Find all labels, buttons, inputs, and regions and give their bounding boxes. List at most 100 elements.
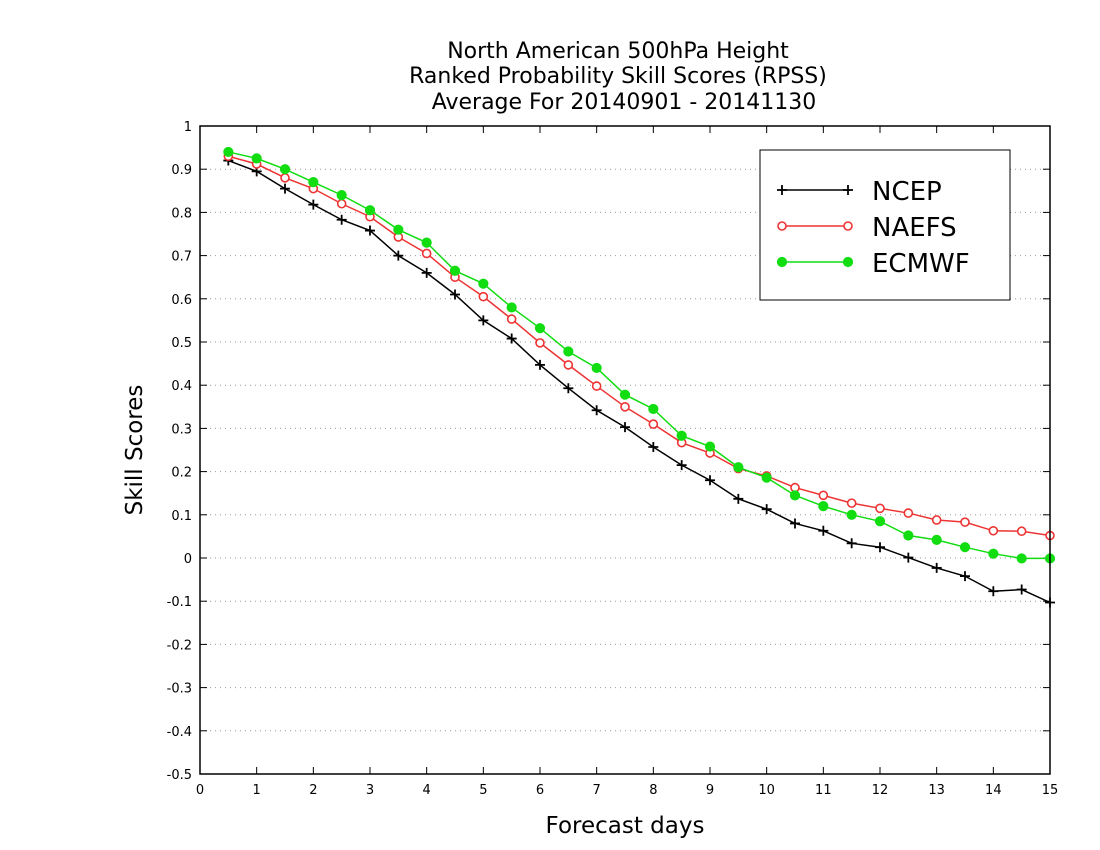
legend-marker-right-ecmwf (842, 256, 854, 268)
y-tick-label-4: -0.1 (167, 595, 192, 610)
x-tick-label-12: 12 (872, 783, 889, 798)
x-tick-label-5: 5 (479, 783, 487, 798)
point-ecmwf-10 (506, 302, 517, 313)
y-tick-label-11: 0.6 (171, 293, 192, 308)
y-tick-label-3: -0.2 (167, 638, 192, 653)
y-tick-label-1: -0.4 (167, 725, 192, 740)
point-ncep-19 (761, 504, 772, 515)
legend-label-naefs: NAEFS (872, 213, 957, 243)
series-line-ncep (228, 159, 1051, 604)
point-ecmwf-20 (789, 490, 801, 501)
point-ncep-28 (1016, 584, 1027, 595)
legend-label-ncep: NCEP (872, 177, 942, 207)
point-ncep-17 (705, 475, 715, 486)
legend-marker-left-naefs (777, 221, 787, 231)
point-ecmwf-5 (364, 205, 376, 216)
point-ecmwf-4 (336, 190, 347, 201)
x-tick-label-3: 3 (366, 783, 374, 798)
point-ecmwf-1 (251, 153, 262, 164)
point-ecmwf-14 (619, 389, 631, 400)
point-naefs-13 (591, 381, 602, 391)
y-tick-label-9: 0.4 (171, 379, 192, 394)
point-naefs-22 (846, 498, 857, 508)
y-tick-label-12: 0.7 (171, 250, 192, 265)
point-ncep-8 (450, 289, 460, 300)
x-tick-label-13: 13 (928, 783, 945, 798)
point-ncep-2 (280, 183, 290, 194)
chart-title-line-3: Average For 20140901 - 20141130 (432, 90, 817, 115)
point-ncep-10 (506, 333, 517, 344)
point-naefs-28 (1016, 526, 1027, 537)
point-ecmwf-19 (761, 472, 772, 483)
point-ecmwf-28 (1016, 553, 1027, 564)
point-ecmwf-3 (308, 177, 319, 188)
legend-marker-right-naefs (843, 221, 853, 231)
x-tick-label-1: 1 (253, 783, 261, 798)
data-series (223, 146, 1056, 608)
point-ecmwf-9 (478, 278, 489, 289)
point-naefs-14 (620, 401, 630, 412)
point-naefs-15 (648, 419, 659, 429)
point-naefs-23 (875, 503, 885, 514)
point-ecmwf-12 (563, 346, 574, 357)
x-tick-label-9: 9 (706, 783, 714, 798)
point-ecmwf-26 (959, 542, 971, 553)
point-ecmwf-16 (676, 430, 687, 441)
point-ecmwf-0 (223, 146, 234, 158)
point-ncep-26 (960, 571, 970, 582)
point-ncep-16 (676, 460, 687, 471)
y-tick-label-2: -0.3 (167, 682, 192, 697)
y-tick-label-13: 0.8 (171, 206, 192, 221)
point-ncep-13 (591, 405, 602, 416)
legend: NCEP NAEFS ECMWF (759, 149, 1011, 301)
point-ecmwf-25 (931, 534, 942, 545)
point-ncep-9 (478, 315, 489, 326)
y-tick-label-15: 1 (184, 120, 192, 135)
point-ecmwf-24 (903, 530, 914, 541)
y-tick-label-7: 0.2 (171, 466, 192, 481)
axis-ticks: -0.5 -0.4 -0.3 -0.2 -0.1 0 0.1 0.2 0.3 0.4 0.5 0.6 0… (167, 120, 1059, 798)
point-ecmwf-23 (874, 516, 886, 527)
legend-marker-right-ncep (843, 185, 853, 195)
point-ncep-5 (365, 225, 375, 236)
y-tick-label-6: 0.1 (171, 509, 192, 524)
point-ecmwf-2 (279, 164, 291, 175)
point-ncep-24 (903, 552, 914, 563)
point-naefs-24 (903, 508, 914, 518)
point-ncep-12 (563, 383, 574, 394)
x-tick-label-7: 7 (593, 783, 601, 798)
x-tick-label-8: 8 (649, 783, 657, 798)
point-naefs-21 (818, 490, 829, 501)
x-tick-label-14: 14 (985, 783, 1002, 798)
plot-frame (199, 125, 1051, 775)
point-naefs-10 (506, 314, 517, 324)
point-naefs-11 (535, 338, 545, 348)
x-tick-label-10: 10 (758, 783, 775, 798)
point-ncep-27 (988, 586, 999, 597)
point-naefs-27 (988, 525, 999, 536)
legend-box (759, 149, 1011, 301)
point-ecmwf-8 (449, 265, 461, 276)
point-ncep-11 (535, 359, 545, 370)
point-ecmwf-11 (534, 323, 546, 334)
point-ncep-15 (648, 441, 659, 452)
point-ncep-22 (846, 538, 857, 549)
x-tick-label-4: 4 (423, 783, 431, 798)
point-naefs-26 (960, 517, 970, 527)
point-ncep-18 (733, 493, 744, 504)
y-axis-label: Skill Scores (122, 385, 148, 516)
legend-marker-left-ecmwf (776, 256, 788, 268)
point-ncep-4 (336, 214, 347, 225)
y-tick-label-10: 0.5 (171, 336, 192, 351)
point-ecmwf-13 (591, 362, 602, 374)
point-ncep-21 (818, 525, 829, 536)
y-tick-label-8: 0.3 (171, 422, 192, 437)
point-naefs-7 (421, 248, 432, 259)
chart-title-line-2: Ranked Probability Skill Scores (RPSS) (409, 64, 827, 89)
point-ecmwf-15 (648, 403, 659, 415)
legend-items: NCEP NAEFS ECMWF (776, 177, 970, 279)
point-naefs-25 (931, 515, 942, 525)
series-ecmwf (223, 146, 1056, 564)
point-naefs-2 (280, 173, 290, 183)
series-ncep (223, 155, 1055, 608)
